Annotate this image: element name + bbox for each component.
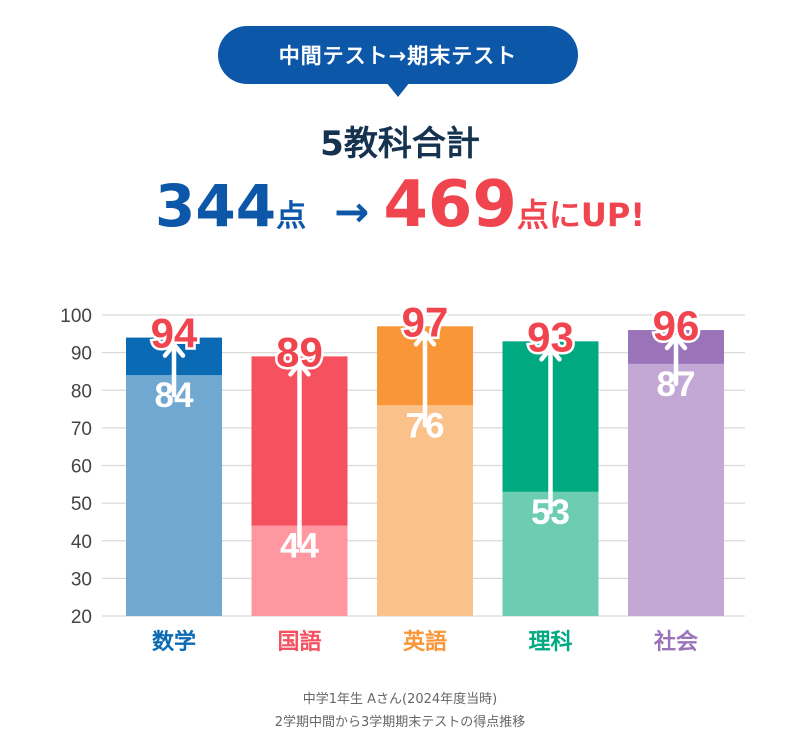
bar-before	[628, 363, 724, 616]
up-arrow-head	[664, 334, 688, 351]
category-label: 理科	[528, 630, 572, 655]
y-tick-label: 100	[60, 306, 92, 327]
y-tick-label: 60	[71, 457, 92, 478]
value-label-after: 93	[527, 313, 574, 360]
value-label-after: 97	[402, 298, 449, 345]
total-before-unit: 点	[276, 199, 307, 234]
total-before: 344	[155, 172, 277, 240]
y-tick-label: 30	[71, 569, 92, 590]
value-label-after: 89	[276, 328, 323, 375]
total-after-suffix: 点にUP!	[516, 196, 645, 234]
y-tick-label: 80	[71, 381, 92, 402]
value-label-before: 84	[155, 376, 194, 415]
up-arrow-head	[413, 331, 437, 347]
pill-pointer	[386, 82, 410, 97]
category-label: 社会	[654, 629, 698, 655]
y-tick-label: 20	[71, 607, 92, 628]
bar-before	[377, 405, 473, 616]
value-label-before: 44	[280, 527, 319, 566]
up-arrow-head	[162, 342, 186, 358]
footnote-student: 中学1年生 Aさん(2024年度当時)	[302, 692, 498, 707]
y-tick-label: 40	[71, 532, 92, 553]
y-tick-label: 90	[71, 344, 92, 365]
total-arrow: →	[334, 187, 370, 236]
value-label-before: 53	[531, 493, 570, 532]
value-label-before: 87	[657, 365, 696, 404]
up-arrow-head	[539, 346, 562, 362]
score-bar-chart: 20 30 40 50 60 70 80 90 100 84 94 数学 44 89 国語 76 97 英語 53 9…	[60, 296, 745, 655]
category-label: 英語	[403, 629, 447, 655]
five-subject-total-title: 5教科合計	[320, 124, 480, 164]
up-arrow-head	[288, 361, 311, 377]
y-tick-label: 70	[71, 419, 92, 440]
value-label-before: 76	[406, 406, 445, 445]
category-label: 国語	[277, 629, 321, 655]
value-label-after: 94	[151, 310, 198, 357]
value-label-after: 96	[653, 302, 700, 349]
pill-label: 中間テスト→期末テスト	[278, 44, 518, 68]
category-label: 数学	[152, 629, 196, 655]
bar-before	[126, 375, 222, 616]
total-after: 469	[383, 168, 517, 242]
footnote-description: 2学期中間から3学期期末テストの得点推移	[274, 715, 526, 730]
y-tick-label: 50	[71, 494, 92, 515]
test-period-pill: 中間テスト→期末テスト	[218, 26, 578, 84]
total-score-headline: 344 点 → 469 点にUP!	[0, 168, 800, 244]
